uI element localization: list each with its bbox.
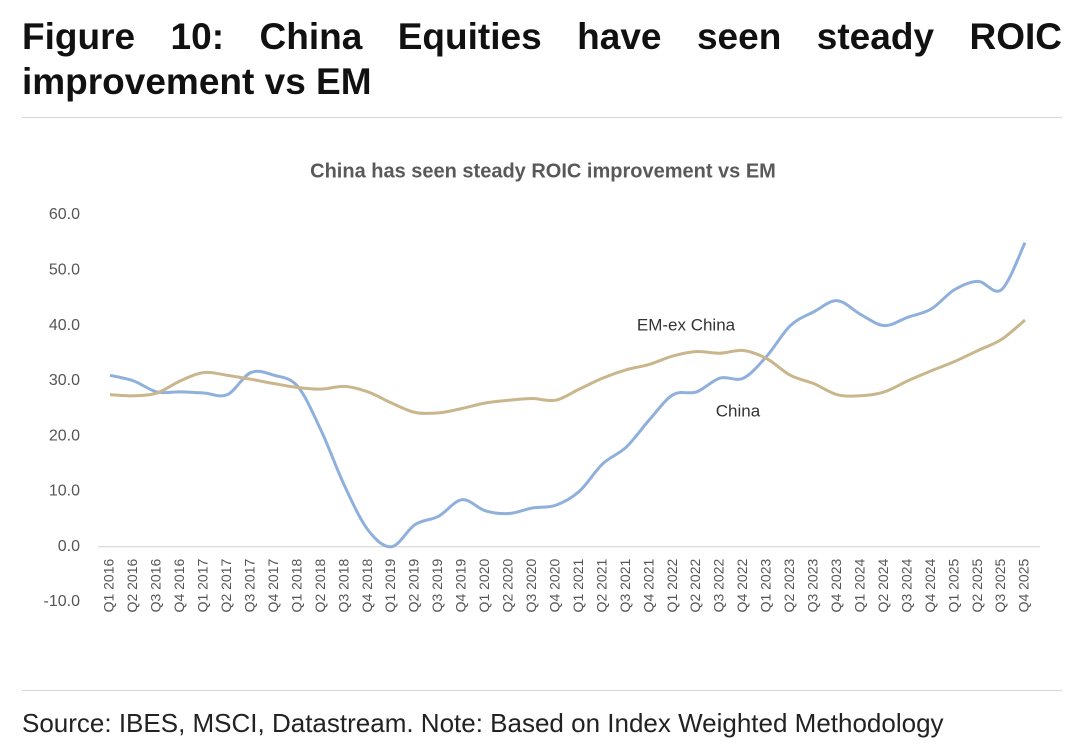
x-tick-label: Q2 2020 <box>500 559 516 613</box>
x-tick-label: Q3 2023 <box>805 559 821 613</box>
x-tick-label: Q2 2024 <box>875 559 891 613</box>
x-tick-label: Q1 2022 <box>664 559 680 613</box>
x-tick-label: Q4 2016 <box>171 559 187 613</box>
chart: China has seen steady ROIC improvement v… <box>44 160 1040 613</box>
line <box>109 241 1027 549</box>
x-tick-label: Q2 2017 <box>218 559 234 613</box>
y-tick-label: 60.0 <box>49 206 80 223</box>
x-tick-label: Q4 2022 <box>734 559 750 613</box>
x-tick-label: Q2 2016 <box>124 559 140 613</box>
x-tick-label: Q4 2019 <box>453 559 469 613</box>
x-tick-label: Q2 2018 <box>312 559 328 613</box>
x-tick-label: Q4 2020 <box>546 559 562 613</box>
x-tick-label: Q4 2025 <box>1016 559 1032 613</box>
line <box>109 318 1026 416</box>
figure-title: Figure 10: China Equities have seen stea… <box>22 16 1062 102</box>
x-tick-label: Q1 2016 <box>101 559 117 613</box>
rule <box>22 690 1062 691</box>
y-tick-label: 10.0 <box>49 483 80 500</box>
x-tick-label: Q1 2020 <box>476 559 492 613</box>
x-tick-label: Q2 2025 <box>969 559 985 613</box>
x-tick-label: Q3 2024 <box>898 559 914 613</box>
x-tick-label: Q2 2021 <box>593 559 609 613</box>
x-tick-label: Q4 2018 <box>359 559 375 613</box>
x-tick-label: Q3 2019 <box>429 559 445 613</box>
y-tick-label: 50.0 <box>49 262 80 279</box>
y-tick-label: 20.0 <box>49 427 80 444</box>
x-tick-label: Q4 2024 <box>922 559 938 613</box>
source: Source: IBES, MSCI, Datastream. Note: Ba… <box>22 708 944 738</box>
x-tick-label: Q1 2018 <box>288 559 304 613</box>
x-tick-label: Q3 2018 <box>335 559 351 613</box>
rule <box>22 117 1062 118</box>
x-tick-label: Q4 2021 <box>640 559 656 613</box>
x-tick-label: Q1 2017 <box>195 559 211 613</box>
chart-title: China has seen steady ROIC improvement v… <box>310 160 776 182</box>
x-tick-label: Q1 2023 <box>758 559 774 613</box>
x-tick-label: Q3 2021 <box>617 559 633 613</box>
x-tick-label: Q2 2019 <box>406 559 422 613</box>
x-tick-label: Q1 2021 <box>570 559 586 613</box>
x-tick-label: Q1 2025 <box>945 559 961 613</box>
x-tick-label: Q3 2017 <box>241 559 257 613</box>
x-tick-label: Q1 2024 <box>851 559 867 613</box>
y-tick-label: 40.0 <box>49 317 80 334</box>
x-tick-label: Q3 2020 <box>523 559 539 613</box>
x-tick-label: Q1 2019 <box>382 559 398 613</box>
x-tick-label: Q3 2016 <box>148 559 164 613</box>
legend-label: EM-ex China <box>637 315 736 334</box>
x-tick-label: Q3 2025 <box>992 559 1008 613</box>
y-tick-label: 30.0 <box>49 372 80 389</box>
x-tick-label: Q2 2022 <box>687 559 703 613</box>
x-tick-label: Q4 2023 <box>828 559 844 613</box>
x-tick-label: Q2 2023 <box>781 559 797 613</box>
x-tick-label: Q4 2017 <box>265 559 281 613</box>
y-tick-label: 0.0 <box>58 538 80 555</box>
y-tick-label: -10.0 <box>44 593 81 610</box>
legend-label: China <box>716 401 761 420</box>
x-tick-label: Q3 2022 <box>711 559 727 613</box>
